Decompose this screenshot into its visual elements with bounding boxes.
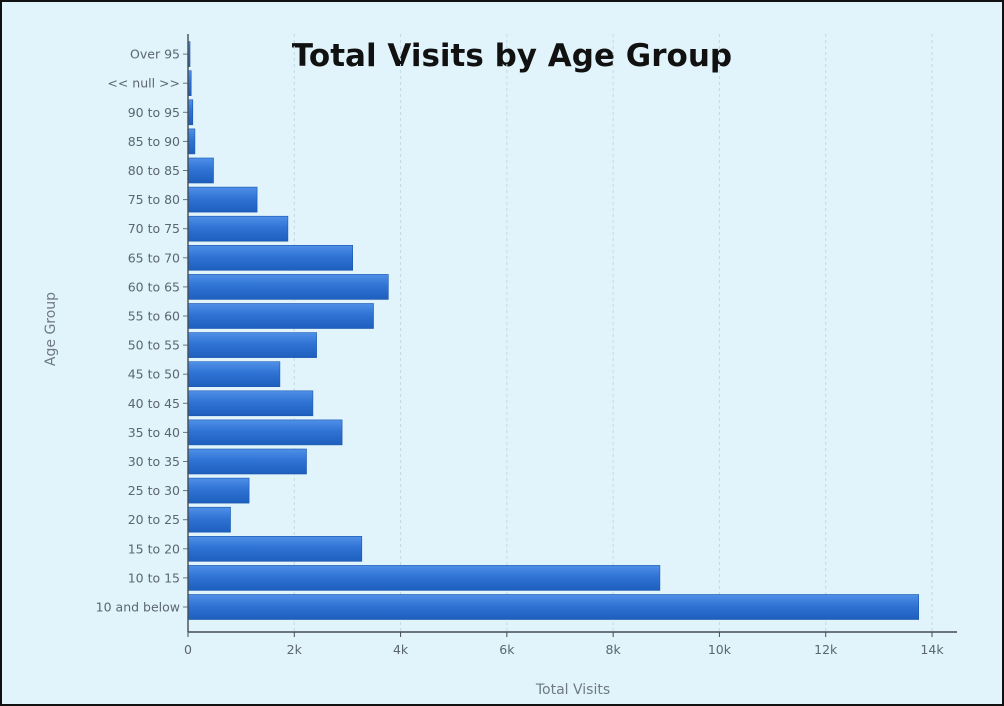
y-tick-label: Over 95: [130, 47, 180, 62]
y-tick-label: 35 to 40: [128, 425, 180, 440]
y-tick-label: << null >>: [107, 76, 180, 91]
bar: [187, 274, 389, 300]
bar: [187, 361, 281, 388]
bars: [187, 41, 920, 620]
x-tick-label: 8k: [606, 642, 622, 657]
bar: [187, 215, 289, 242]
bar: [187, 303, 374, 329]
y-axis-title: Age Group: [43, 292, 59, 366]
bar: [187, 332, 317, 358]
bar: [187, 186, 258, 213]
y-tick-label: 85 to 90: [128, 134, 180, 149]
chart-title: Total Visits by Age Group: [291, 38, 733, 74]
y-tick-label: 10 to 15: [128, 570, 180, 585]
bar: [187, 535, 363, 562]
y-tick-label: 25 to 30: [128, 483, 180, 498]
y-tick-label: 20 to 25: [128, 512, 180, 527]
bar: [187, 419, 343, 446]
y-tick-label: 45 to 50: [128, 367, 180, 382]
y-tick-label: 55 to 60: [128, 309, 180, 324]
bar: [187, 245, 353, 271]
x-tick-label: 6k: [499, 642, 515, 657]
y-tick-label: 40 to 45: [128, 396, 180, 411]
bar: [187, 506, 231, 533]
axes: [183, 34, 957, 637]
bar: [187, 390, 314, 417]
x-tick-labels: 0 2k 4k 6k 8k 10k 12k 14k: [184, 642, 944, 657]
bar: [187, 594, 920, 620]
x-tick-label: 0: [184, 642, 192, 657]
x-tick-label: 10k: [708, 642, 732, 657]
y-tick-label: 80 to 85: [128, 163, 180, 178]
y-tick-label: 15 to 20: [128, 541, 180, 556]
y-tick-label: 10 and below: [96, 600, 180, 615]
x-tick-label: 2k: [287, 642, 303, 657]
y-tick-label: 65 to 70: [128, 250, 180, 265]
x-axis-title: Total Visits: [535, 682, 610, 698]
y-tick-label: 60 to 65: [128, 279, 180, 294]
y-tick-label: 75 to 80: [128, 192, 180, 207]
y-tick-label: 30 to 35: [128, 454, 180, 469]
bar: [187, 448, 307, 475]
bar: [187, 565, 661, 591]
x-tick-label: 12k: [814, 642, 838, 657]
gridlines: [293, 34, 933, 632]
y-tick-label: 70 to 75: [128, 221, 180, 236]
y-tick-label: 50 to 55: [128, 338, 180, 353]
bar: [187, 99, 194, 126]
bar: [187, 128, 196, 155]
x-tick-label: 14k: [920, 642, 944, 657]
bar: [187, 157, 214, 184]
x-tick-label: 4k: [393, 642, 409, 657]
y-tick-labels: 10 and below 10 to 15 15 to 20 20 to 25 25 t…: [96, 47, 180, 615]
y-tick-label: 90 to 95: [128, 105, 180, 120]
bar: [187, 477, 250, 504]
